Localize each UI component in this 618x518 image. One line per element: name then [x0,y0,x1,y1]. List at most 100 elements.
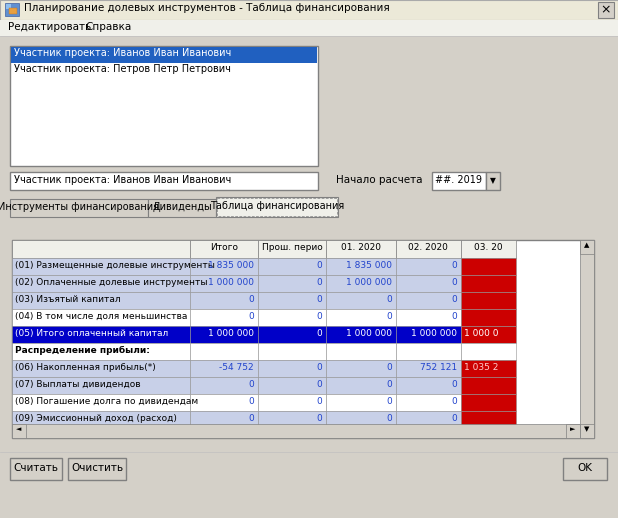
Text: 0: 0 [451,278,457,287]
Bar [396,411,461,428]
Bar [148,199,216,217]
Bar [12,360,190,377]
Bar [12,292,190,309]
Bar [396,360,461,377]
Bar [258,326,326,343]
Bar [461,343,516,360]
Bar [396,377,461,394]
Text: Таблица финансирования: Таблица финансирования [210,201,344,211]
Bar [190,411,258,428]
Bar [326,240,396,258]
Bar [10,172,318,190]
Bar [258,343,326,360]
Text: (02) Оплаченные долевые инструменты: (02) Оплаченные долевые инструменты [15,278,208,287]
Bar [190,343,258,360]
Text: Планирование долевых инструментов - Таблица финансирования: Планирование долевых инструментов - Табл… [24,3,390,13]
Text: 0: 0 [316,295,322,304]
Bar [396,275,461,292]
Bar [580,240,594,438]
Bar [12,326,190,343]
Text: ►: ► [570,426,576,432]
Text: ×: × [601,3,611,16]
Text: (05) Итого оплаченный капитал: (05) Итого оплаченный капитал [15,329,168,338]
Bar [258,292,326,309]
Text: 1 835 000: 1 835 000 [346,261,392,270]
Text: (03) Изъятый капитал: (03) Изъятый капитал [15,295,121,304]
Bar [12,424,26,438]
Text: ▼: ▼ [584,426,590,432]
Bar [12,309,190,326]
Text: ▼: ▼ [490,176,496,185]
Bar [396,258,461,275]
Bar [190,309,258,326]
Text: 0: 0 [386,414,392,423]
Bar [326,360,396,377]
Text: Начало расчета: Начало расчета [336,175,423,185]
Bar [326,292,396,309]
Text: 0: 0 [316,278,322,287]
Bar [396,343,461,360]
Bar [216,197,338,217]
Text: 1 000 000: 1 000 000 [208,329,254,338]
Bar [190,326,258,343]
Text: 0: 0 [248,380,254,389]
Bar [326,258,396,275]
Bar [12,411,190,428]
Text: 0: 0 [386,380,392,389]
Bar [432,172,486,190]
Text: 1 035 2: 1 035 2 [464,363,498,372]
Bar [12,258,190,275]
Bar [12,240,594,438]
Bar [9,8,17,14]
Bar [10,199,148,217]
Bar [217,198,337,216]
Bar [580,240,594,254]
Text: 1 000 0: 1 000 0 [464,329,499,338]
Bar [396,326,461,343]
Text: (06) Накопленная прибыль(*): (06) Накопленная прибыль(*) [15,363,156,372]
Text: OK: OK [577,463,593,473]
Text: 752 121: 752 121 [420,363,457,372]
Text: Очистить: Очистить [71,463,123,473]
Text: (04) В том числе доля меньшинства: (04) В том числе доля меньшинства [15,312,187,321]
Text: Участник проекта: Иванов Иван Иванович: Участник проекта: Иванов Иван Иванович [14,48,231,58]
Bar [326,377,396,394]
Text: 1 000 000: 1 000 000 [411,329,457,338]
Bar [258,275,326,292]
Text: -54 752: -54 752 [219,363,254,372]
Text: 0: 0 [316,380,322,389]
Text: 0: 0 [316,397,322,406]
Bar [563,458,607,480]
Bar [598,2,614,18]
Text: (09) Эмиссионный доход (расход): (09) Эмиссионный доход (расход) [15,414,177,423]
Text: 0: 0 [451,312,457,321]
Text: 0: 0 [316,261,322,270]
Bar [190,360,258,377]
Bar [396,240,461,258]
Bar [190,292,258,309]
Bar [11,47,317,63]
Text: 0: 0 [248,414,254,423]
Text: Справка: Справка [85,22,131,32]
Text: Участник проекта: Иванов Иван Иванович: Участник проекта: Иванов Иван Иванович [14,175,231,185]
Bar [190,377,258,394]
Bar [461,275,516,292]
Text: 0: 0 [386,312,392,321]
Bar [10,46,318,166]
Text: (08) Погашение долга по дивидендам: (08) Погашение долга по дивидендам [15,397,198,406]
Bar [258,411,326,428]
Bar [326,275,396,292]
Bar [0,20,618,36]
Bar [258,394,326,411]
Bar [326,411,396,428]
Bar [461,292,516,309]
Bar [396,309,461,326]
Text: Дивиденды: Дивиденды [152,202,212,212]
Bar [5,3,19,16]
Bar [326,309,396,326]
Text: 0: 0 [386,363,392,372]
Bar [258,258,326,275]
Bar [326,394,396,411]
Text: 0: 0 [451,295,457,304]
Bar [580,424,594,438]
